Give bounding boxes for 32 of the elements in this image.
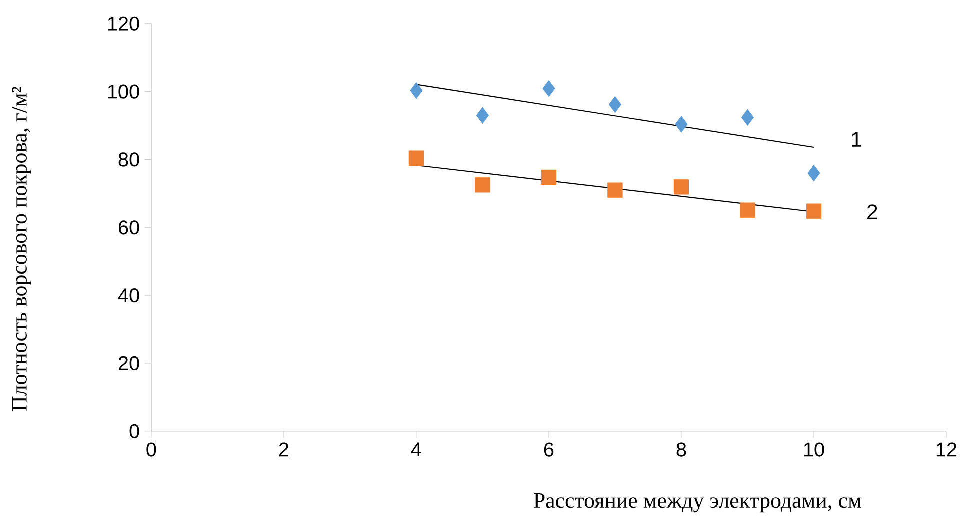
x-tick-label: 4 — [411, 442, 422, 456]
point — [541, 170, 557, 185]
y-tick-label: 40 — [118, 288, 140, 303]
text: 2 — [868, 204, 878, 220]
x-tick-label: 0 — [146, 442, 156, 457]
point — [408, 150, 424, 166]
x-tick-label: 8 — [676, 442, 686, 457]
point — [741, 109, 754, 126]
y-tick-label: 80 — [118, 152, 140, 167]
series-label: 1 — [852, 132, 862, 147]
x-tick-label: 10 — [804, 442, 824, 457]
point — [740, 202, 756, 218]
point — [808, 165, 820, 182]
point — [476, 107, 489, 124]
point — [475, 178, 490, 193]
point — [806, 204, 822, 219]
y-axis-title: Плотность ворсового покрова, г/м² — [12, 87, 32, 412]
point — [542, 80, 556, 97]
point — [608, 182, 623, 198]
y-tick-label: 0 — [130, 424, 140, 438]
point — [410, 82, 423, 99]
x-tick-label: 12 — [936, 442, 957, 457]
point — [675, 116, 688, 133]
y-tick-label: 100 — [108, 84, 140, 99]
y-tick-label: 60 — [118, 220, 140, 235]
x-tick-label: 6 — [544, 442, 554, 457]
y-tick-label: 120 — [108, 16, 140, 31]
point — [608, 96, 622, 113]
x-axis-title: Расстояние между электродами, см — [534, 494, 862, 513]
x-tick-label: 2 — [279, 442, 288, 457]
y-tick-label: 20 — [118, 356, 140, 370]
point — [674, 180, 690, 195]
